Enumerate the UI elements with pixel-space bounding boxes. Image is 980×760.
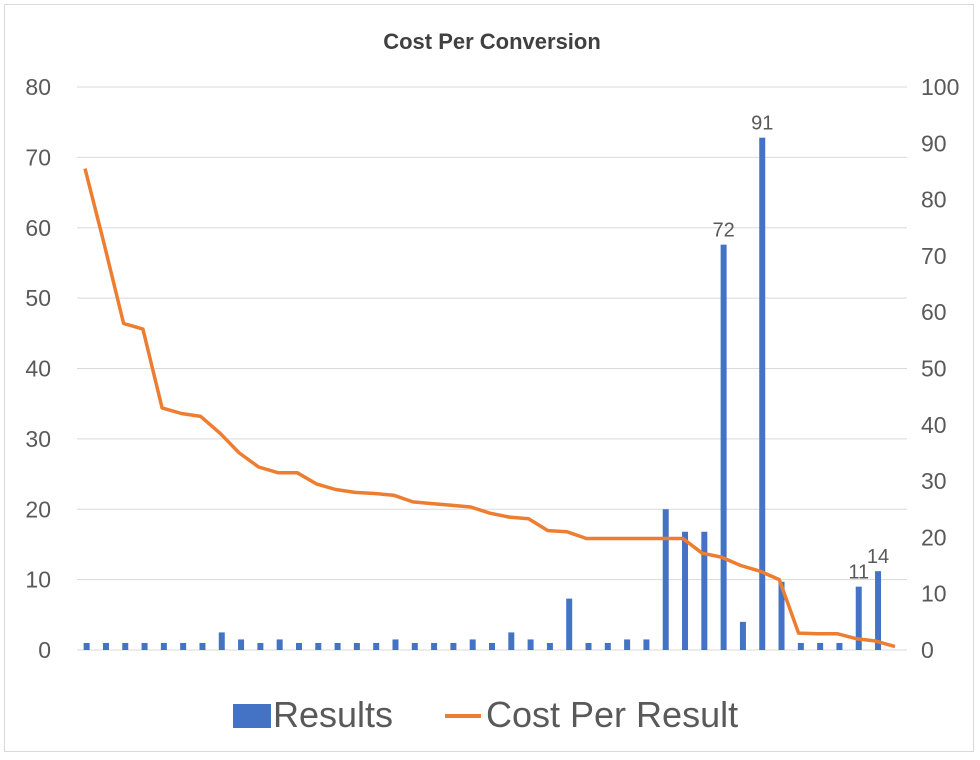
cost-per-result-line-group [83, 168, 896, 649]
results-bar [276, 639, 283, 650]
results-bar [353, 642, 360, 650]
results-bar [817, 642, 824, 650]
legend-label-results: Results [273, 694, 393, 735]
chart-title: Cost Per Conversion [383, 29, 601, 54]
results-bar [373, 642, 380, 650]
results-bar [238, 639, 245, 650]
right-axis-tick-label: 100 [921, 74, 959, 100]
chart-svg: Cost Per Conversion 0 10 20 30 40 50 60 70 80 0 1… [25, 29, 959, 735]
results-data-label: 91 [751, 113, 773, 135]
right-axis-tick-label: 80 [921, 187, 947, 213]
results-bar [141, 642, 148, 650]
right-axis-tick-label: 0 [921, 637, 934, 663]
results-bar [508, 632, 515, 650]
left-axis-tick-label: 20 [25, 496, 51, 522]
results-bar [759, 137, 766, 651]
results-bar [624, 639, 631, 650]
results-bar [566, 598, 573, 650]
results-data-label: 11 [848, 562, 869, 584]
results-bar [720, 244, 727, 650]
results-bars [83, 137, 882, 651]
results-bar [102, 642, 109, 650]
results-bar [778, 581, 785, 650]
results-bar [469, 639, 476, 650]
left-axis-tick-label: 80 [25, 74, 51, 100]
left-axis-tick-label: 30 [25, 426, 51, 452]
results-bar [701, 531, 708, 650]
results-bar [160, 642, 167, 650]
results-bar [83, 642, 90, 650]
right-axis-tick-label: 20 [921, 524, 947, 550]
results-bar [546, 642, 553, 650]
results-bar [315, 642, 322, 650]
legend: Results Cost Per Result [233, 694, 738, 735]
right-axis-tick-label: 30 [921, 468, 947, 494]
left-axis-tick-label: 50 [25, 285, 51, 311]
left-axis-tick-label: 0 [38, 637, 51, 663]
right-axis-tick-label: 70 [921, 243, 947, 269]
right-axis-tick-label: 50 [921, 356, 947, 382]
results-bar [836, 642, 843, 650]
results-bar [585, 642, 592, 650]
legend-label-cost-per-result: Cost Per Result [486, 694, 738, 735]
results-bar [411, 642, 418, 650]
results-bar [739, 621, 746, 650]
left-axis: 0 10 20 30 40 50 60 70 80 [25, 74, 51, 663]
results-bar [334, 642, 341, 650]
results-bar [257, 642, 264, 650]
results-bar [431, 642, 438, 650]
left-axis-tick-label: 70 [25, 144, 51, 170]
right-axis-tick-label: 10 [921, 581, 947, 607]
results-data-label: 14 [867, 546, 889, 568]
results-bar [218, 632, 225, 650]
results-bar [450, 642, 457, 650]
gridlines [77, 86, 907, 651]
results-bar [875, 571, 882, 650]
legend-swatch-results [233, 704, 271, 728]
results-bar [604, 642, 611, 650]
right-axis-tick-label: 60 [921, 299, 947, 325]
results-bar [295, 642, 302, 650]
right-axis-tick-label: 40 [921, 412, 947, 438]
results-bar [180, 642, 187, 650]
results-data-label: 72 [713, 220, 735, 242]
left-axis-tick-label: 10 [25, 567, 51, 593]
results-bar [682, 531, 689, 650]
left-axis-tick-label: 40 [25, 356, 51, 382]
results-bar [855, 586, 862, 650]
results-bar [662, 509, 669, 650]
cost-per-result-line [83, 168, 896, 649]
right-axis-tick-label: 90 [921, 130, 947, 156]
chart-frame: Cost Per Conversion 0 10 20 30 40 50 60 70 80 0 1… [4, 4, 974, 752]
results-bar [199, 642, 206, 650]
right-axis: 0 10 20 30 40 50 60 70 80 90 100 [921, 74, 959, 663]
results-bar [489, 642, 495, 650]
results-bar [527, 639, 534, 650]
results-bar [122, 642, 129, 650]
results-bar [392, 639, 399, 650]
results-bar [797, 642, 804, 650]
left-axis-tick-label: 60 [25, 215, 51, 241]
results-bar [643, 639, 650, 650]
